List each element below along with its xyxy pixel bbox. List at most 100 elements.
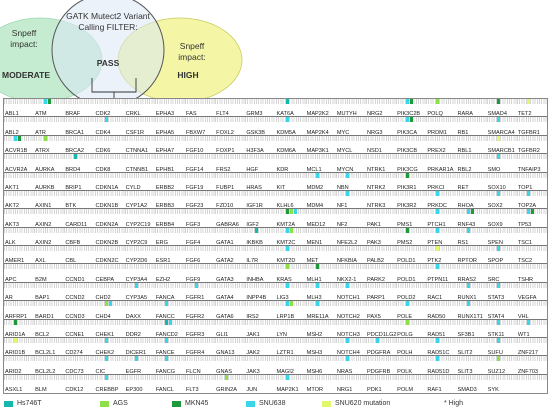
mutation-marker xyxy=(14,337,17,343)
mutation-strip xyxy=(245,117,276,123)
gene-name: CDK12 xyxy=(65,387,84,393)
mutation-strip xyxy=(426,135,457,141)
mutation-strip xyxy=(34,154,65,160)
mutation-strip xyxy=(516,117,547,123)
gene-panel-grid: ABL1 ATM BRAF CDK2 CRKL EPHA3 FAS FLT4 GRM3 KAT6A… xyxy=(3,98,548,394)
gene-cell: SMAD3 xyxy=(456,374,487,393)
gene-name: CARD11 xyxy=(65,221,87,228)
gene-cell: SYK xyxy=(486,374,517,393)
gene-name: KDR xyxy=(276,166,289,173)
gene-cell: SRC xyxy=(486,264,517,283)
gene-cell: BCL2L1 xyxy=(34,337,65,356)
gene-name: FANCA xyxy=(155,295,175,302)
gene-name: PRKCI xyxy=(427,184,445,191)
mutation-marker xyxy=(104,117,108,123)
mutation-marker xyxy=(436,190,440,196)
mutation-marker xyxy=(285,374,289,380)
gene-name: CBFB xyxy=(65,240,81,246)
legend-item: Hs746T xyxy=(4,400,42,407)
mutation-strip xyxy=(486,337,517,343)
gene-cell: CYP2D6 xyxy=(124,246,155,264)
gene-cell: PAK3 xyxy=(366,227,397,246)
mutation-strip xyxy=(34,117,65,123)
gene-name: PMS1 xyxy=(397,221,413,228)
mutation-strip xyxy=(215,319,246,325)
gene-name: ZNF217 xyxy=(517,350,539,357)
gene-cell: POLD1 xyxy=(396,264,427,283)
mutation-strip xyxy=(185,190,216,196)
gene-name: BLM xyxy=(35,387,47,393)
gene-name: TOP2A xyxy=(517,203,537,210)
mutation-strip xyxy=(305,190,336,196)
gene-name: ATRX xyxy=(35,148,50,155)
gene-cell: ATM xyxy=(34,99,65,117)
mutation-strip xyxy=(64,282,95,288)
gene-cell: JUN xyxy=(245,374,276,393)
mutation-strip xyxy=(124,99,155,104)
gene-name: BARD1 xyxy=(35,313,54,320)
gene-name: RAC1 xyxy=(427,295,443,302)
mutation-strip xyxy=(124,319,155,325)
gene-name: TGFBR1 xyxy=(517,129,540,136)
mutation-strip xyxy=(64,227,95,233)
mutation-strip xyxy=(305,154,336,160)
mutation-strip xyxy=(426,99,457,104)
gene-cell: NRG2 xyxy=(366,99,397,117)
gene-cell: ESR1 xyxy=(154,246,185,264)
gene-name: BRD4 xyxy=(65,166,81,173)
gene-name: TET2 xyxy=(517,111,532,118)
gene-name: CHD4 xyxy=(95,313,111,320)
mutation-strip xyxy=(154,374,185,380)
mutation-strip xyxy=(124,227,155,233)
row-separator xyxy=(4,153,547,155)
gene-name: PRDM1 xyxy=(427,129,447,136)
mutation-strip xyxy=(426,246,457,251)
mutation-marker xyxy=(14,135,17,141)
gene-name: DAXX xyxy=(125,313,141,320)
gene-cell: IRS2 xyxy=(245,301,276,320)
gene-cell: AKT3 xyxy=(4,209,35,228)
gene-cell: SUZ12 xyxy=(486,356,517,375)
gene-cell: FZD10 xyxy=(215,190,246,209)
gene-cell: POLM xyxy=(396,374,427,393)
mutation-strip xyxy=(124,209,155,215)
gene-name: POLM xyxy=(397,387,414,393)
mutation-strip xyxy=(516,264,547,270)
gene-name: MDM4 xyxy=(306,203,324,210)
gene-cell: CRKL xyxy=(124,99,155,117)
gene-cell: HGF xyxy=(245,154,276,173)
gene-name: MSH2 xyxy=(306,331,323,338)
legend-item: MKN45 xyxy=(172,400,208,407)
gene-name: RARA xyxy=(457,111,474,118)
mutation-strip xyxy=(305,135,336,141)
gene-cell: AXL xyxy=(34,246,65,264)
gene-name: HGF xyxy=(246,166,259,173)
gene-cell: BRCA2 xyxy=(64,135,95,154)
gene-cell: KDM6A xyxy=(275,135,306,154)
gene-name: EPHA5 xyxy=(155,129,175,136)
gene-cell: LYN xyxy=(275,319,306,338)
mutation-strip xyxy=(486,172,517,178)
gene-name: PREX2 xyxy=(427,148,446,155)
mutation-strip xyxy=(34,190,65,196)
gene-name: AURKA xyxy=(35,166,55,173)
gene-cell: PALB2 xyxy=(366,246,397,264)
gene-cell: ZNF217 xyxy=(516,337,547,357)
gene-name: FLT4 xyxy=(216,111,229,118)
gene-cell: FANCE xyxy=(154,337,185,356)
mutation-marker xyxy=(410,117,414,123)
gene-cell: PDK1 xyxy=(366,374,397,393)
mutation-strip xyxy=(185,209,216,215)
gene-name: FUBP1 xyxy=(216,184,235,191)
mutation-marker xyxy=(345,356,349,362)
gene-cell: FGF14 xyxy=(185,154,216,173)
gene-name: GNA13 xyxy=(216,350,235,357)
mutation-strip xyxy=(34,264,65,270)
mutation-marker xyxy=(285,99,289,104)
legend-swatch xyxy=(100,400,109,407)
mutation-strip xyxy=(335,190,366,196)
gene-name: FLT3 xyxy=(186,387,199,393)
mutation-strip xyxy=(456,227,487,233)
gene-cell: MLH3 xyxy=(305,282,336,301)
gene-cell: DDR2 xyxy=(124,319,155,338)
